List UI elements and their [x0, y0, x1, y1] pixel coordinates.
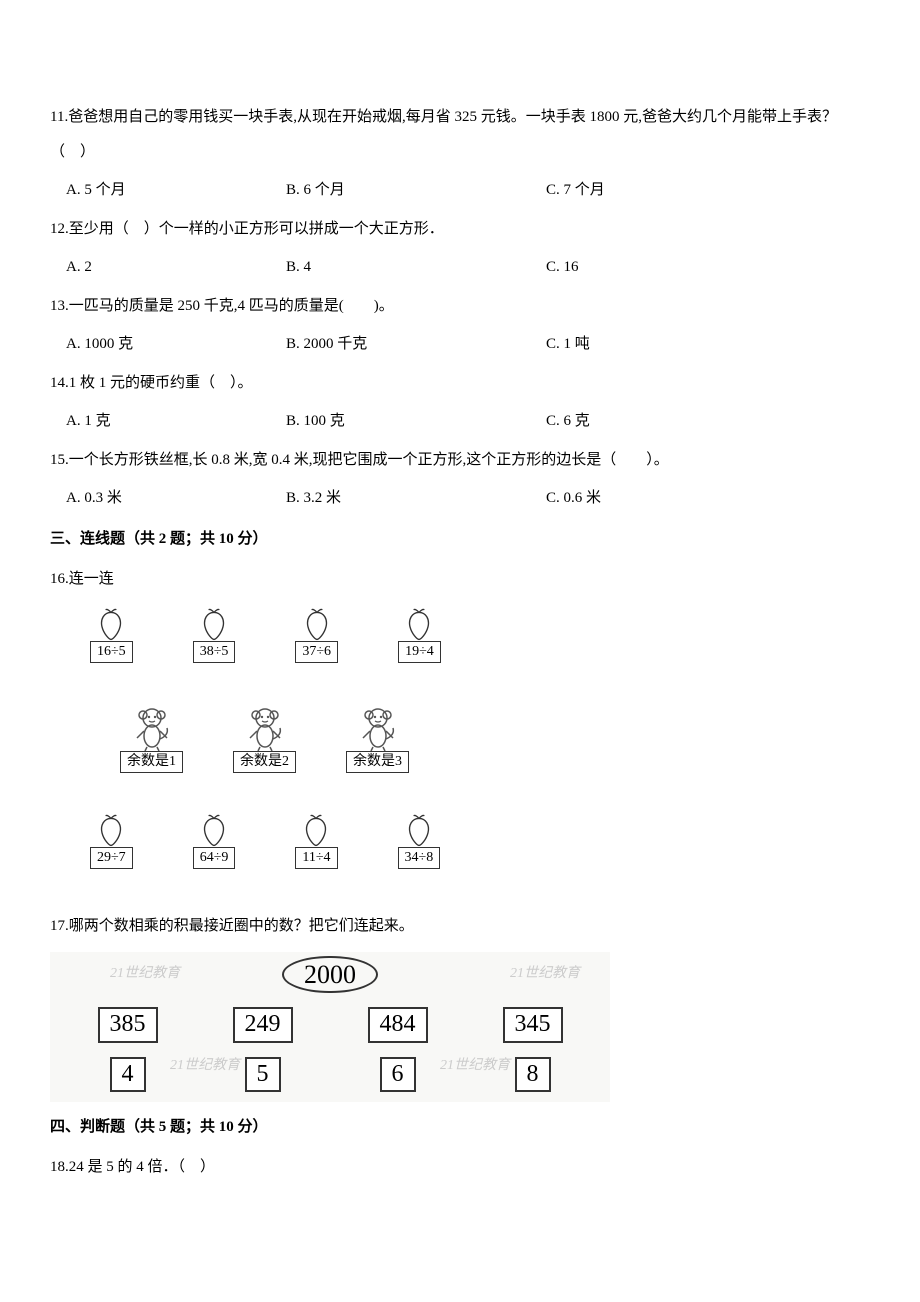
peach-item: 19÷4	[398, 607, 441, 663]
option-c: C. 6 克	[546, 404, 590, 439]
question-text: 18.24 是 5 的 4 倍．（ ）	[50, 1159, 215, 1175]
peach-label: 11÷4	[295, 847, 337, 869]
question-text: 14.1 枚 1 元的硬币约重（ ）。	[50, 375, 253, 391]
number-box: 249	[233, 1007, 293, 1042]
number-box: 345	[503, 1007, 563, 1042]
monkey-item: 余数是2	[233, 703, 296, 773]
option-a: A. 0.3 米	[66, 481, 286, 516]
peach-label: 19÷4	[398, 641, 441, 663]
peach-item: 38÷5	[193, 607, 236, 663]
peach-label: 64÷9	[193, 847, 236, 869]
peach-item: 11÷4	[295, 813, 337, 869]
option-c: C. 7 个月	[546, 173, 605, 208]
option-a: A. 5 个月	[66, 173, 286, 208]
question-text: 12.至少用（ ）个一样的小正方形可以拼成一个大正方形．	[50, 221, 444, 237]
option-b: B. 6 个月	[286, 173, 546, 208]
peach-row-2: 29÷7 64÷9 11÷4 34÷8	[50, 813, 870, 869]
question-18: 18.24 是 5 的 4 倍．（ ）	[50, 1150, 870, 1185]
monkey-label: 余数是1	[120, 751, 183, 773]
monkey-icon	[240, 703, 290, 753]
options-13: A. 1000 克 B. 2000 千克 C. 1 吨	[50, 327, 870, 362]
peach-label: 38÷5	[193, 641, 236, 663]
monkey-label: 余数是3	[346, 751, 409, 773]
peach-icon	[299, 607, 335, 643]
option-b: B. 100 克	[286, 404, 546, 439]
peach-item: 16÷5	[90, 607, 133, 663]
options-12: A. 2 B. 4 C. 16	[50, 250, 870, 285]
peach-icon	[401, 813, 437, 849]
number-box: 484	[368, 1007, 428, 1042]
target-number: 2000	[282, 956, 378, 994]
peach-icon	[401, 607, 437, 643]
q17-diagram: 21世纪教育 21世纪教育 21世纪教育 21世纪教育 2000 385 249…	[50, 952, 610, 1102]
question-11: 11.爸爸想用自己的零用钱买一块手表,从现在开始戒烟,每月省 325 元钱。一块…	[50, 100, 870, 169]
option-b: B. 4	[286, 250, 546, 285]
question-text: 15.一个长方形铁丝框,长 0.8 米,宽 0.4 米,现把它围成一个正方形,这…	[50, 452, 669, 468]
option-c: C. 1 吨	[546, 327, 590, 362]
peach-icon	[196, 607, 232, 643]
peach-icon	[93, 607, 129, 643]
monkey-icon	[127, 703, 177, 753]
monkey-label: 余数是2	[233, 751, 296, 773]
question-text: 16.连一连	[50, 571, 114, 587]
number-box: 4	[110, 1057, 146, 1092]
peach-item: 64÷9	[193, 813, 236, 869]
peach-item: 34÷8	[398, 813, 441, 869]
question-17: 17.哪两个数相乘的积最接近圈中的数？把它们连起来。	[50, 909, 870, 944]
peach-label: 37÷6	[295, 641, 338, 663]
section-3-header: 三、连线题（共 2 题；共 10 分）	[50, 522, 870, 557]
number-box: 5	[245, 1057, 281, 1092]
option-c: C. 16	[546, 250, 579, 285]
question-12: 12.至少用（ ）个一样的小正方形可以拼成一个大正方形．	[50, 212, 870, 247]
peach-label: 16÷5	[90, 641, 133, 663]
number-box: 385	[98, 1007, 158, 1042]
options-15: A. 0.3 米 B. 3.2 米 C. 0.6 米	[50, 481, 870, 516]
question-text: 13.一匹马的质量是 250 千克,4 匹马的质量是( )。	[50, 298, 394, 314]
number-box: 8	[515, 1057, 551, 1092]
monkey-row: 余数是1 余数是2 余数是3	[50, 703, 870, 773]
option-b: B. 3.2 米	[286, 481, 546, 516]
question-text: 17.哪两个数相乘的积最接近圈中的数？把它们连起来。	[50, 918, 414, 934]
q16-matching: 16÷5 38÷5 37÷6 19÷4 余数是1 余数是2 余数是3	[50, 607, 870, 870]
number-row-1: 385 249 484 345	[50, 1007, 610, 1042]
peach-item: 37÷6	[295, 607, 338, 663]
monkey-icon	[353, 703, 403, 753]
number-row-2: 4 5 6 8	[50, 1057, 610, 1092]
option-a: A. 1 克	[66, 404, 286, 439]
peach-label: 34÷8	[398, 847, 441, 869]
peach-icon	[93, 813, 129, 849]
question-15: 15.一个长方形铁丝框,长 0.8 米,宽 0.4 米,现把它围成一个正方形,这…	[50, 443, 870, 478]
option-a: A. 1000 克	[66, 327, 286, 362]
peach-icon	[298, 813, 334, 849]
peach-icon	[196, 813, 232, 849]
question-13: 13.一匹马的质量是 250 千克,4 匹马的质量是( )。	[50, 289, 870, 324]
number-box: 6	[380, 1057, 416, 1092]
peach-row-1: 16÷5 38÷5 37÷6 19÷4	[50, 607, 870, 663]
options-14: A. 1 克 B. 100 克 C. 6 克	[50, 404, 870, 439]
oval-row: 2000	[50, 956, 610, 994]
option-c: C. 0.6 米	[546, 481, 601, 516]
question-text: 11.爸爸想用自己的零用钱买一块手表,从现在开始戒烟,每月省 325 元钱。一块…	[50, 109, 837, 160]
question-16: 16.连一连	[50, 562, 870, 597]
monkey-item: 余数是3	[346, 703, 409, 773]
options-11: A. 5 个月 B. 6 个月 C. 7 个月	[50, 173, 870, 208]
peach-item: 29÷7	[90, 813, 133, 869]
option-b: B. 2000 千克	[286, 327, 546, 362]
monkey-item: 余数是1	[120, 703, 183, 773]
section-4-header: 四、判断题（共 5 题；共 10 分）	[50, 1110, 870, 1145]
question-14: 14.1 枚 1 元的硬币约重（ ）。	[50, 366, 870, 401]
option-a: A. 2	[66, 250, 286, 285]
peach-label: 29÷7	[90, 847, 133, 869]
